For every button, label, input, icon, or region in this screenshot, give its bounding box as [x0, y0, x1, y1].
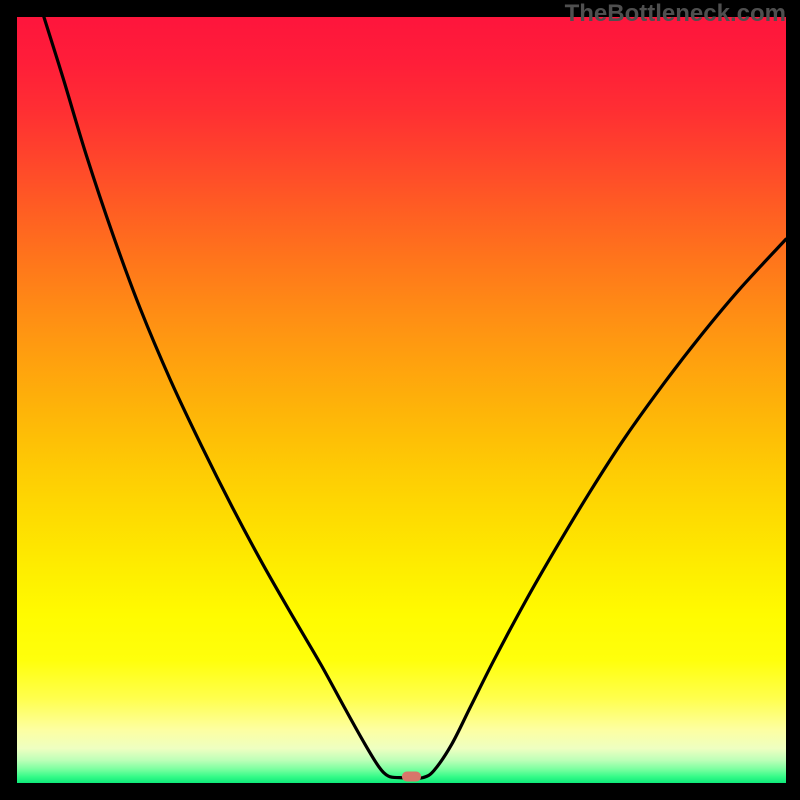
chart-stage: TheBottleneck.com: [0, 0, 800, 800]
frame-border-right: [786, 0, 800, 800]
frame-border-bottom: [0, 783, 800, 800]
frame-border-left: [0, 0, 17, 800]
bottleneck-curve-chart: [0, 0, 800, 800]
gradient-background: [17, 17, 786, 783]
frame-border-top: [0, 0, 800, 17]
minimum-marker: [402, 772, 421, 782]
